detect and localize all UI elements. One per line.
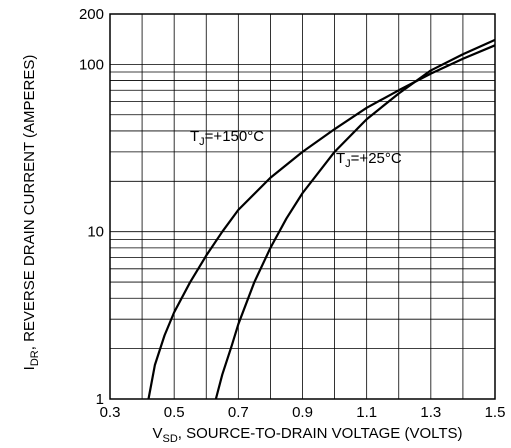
x-tick-label: 0.9 <box>292 404 313 421</box>
x-tick-label: 0.5 <box>164 404 185 421</box>
x-tick-label: 1.1 <box>356 404 377 421</box>
x-tick-label: 1.5 <box>485 404 506 421</box>
series-label-25c: TJ=+25°C <box>336 150 402 170</box>
x-tick-label: 0.7 <box>228 404 249 421</box>
y-tick-label: 10 <box>87 224 104 241</box>
series-label-150c: TJ=+150°C <box>190 128 264 148</box>
grid <box>110 14 495 399</box>
series-line-0 <box>147 44 496 400</box>
x-tick-label: 1.3 <box>420 404 441 421</box>
series-layer <box>147 38 496 400</box>
y-tick-label: 1 <box>96 391 104 408</box>
x-tick-label: 0.3 <box>100 404 121 421</box>
tick-labels: 0.3 0.5 0.7 0.9 1.1 1.3 1.5 1 10 100 200 <box>79 6 505 421</box>
plot-frame <box>109 13 496 400</box>
x-axis-label: VSD, SOURCE-TO-DRAIN VOLTAGE (VOLTS) <box>152 425 462 445</box>
y-tick-label: 200 <box>79 6 104 23</box>
y-tick-label: 100 <box>79 56 104 73</box>
y-axis-label: IDR, REVERSE DRAIN CURRENT (AMPERES) <box>21 55 41 371</box>
series-line-1 <box>214 38 496 400</box>
